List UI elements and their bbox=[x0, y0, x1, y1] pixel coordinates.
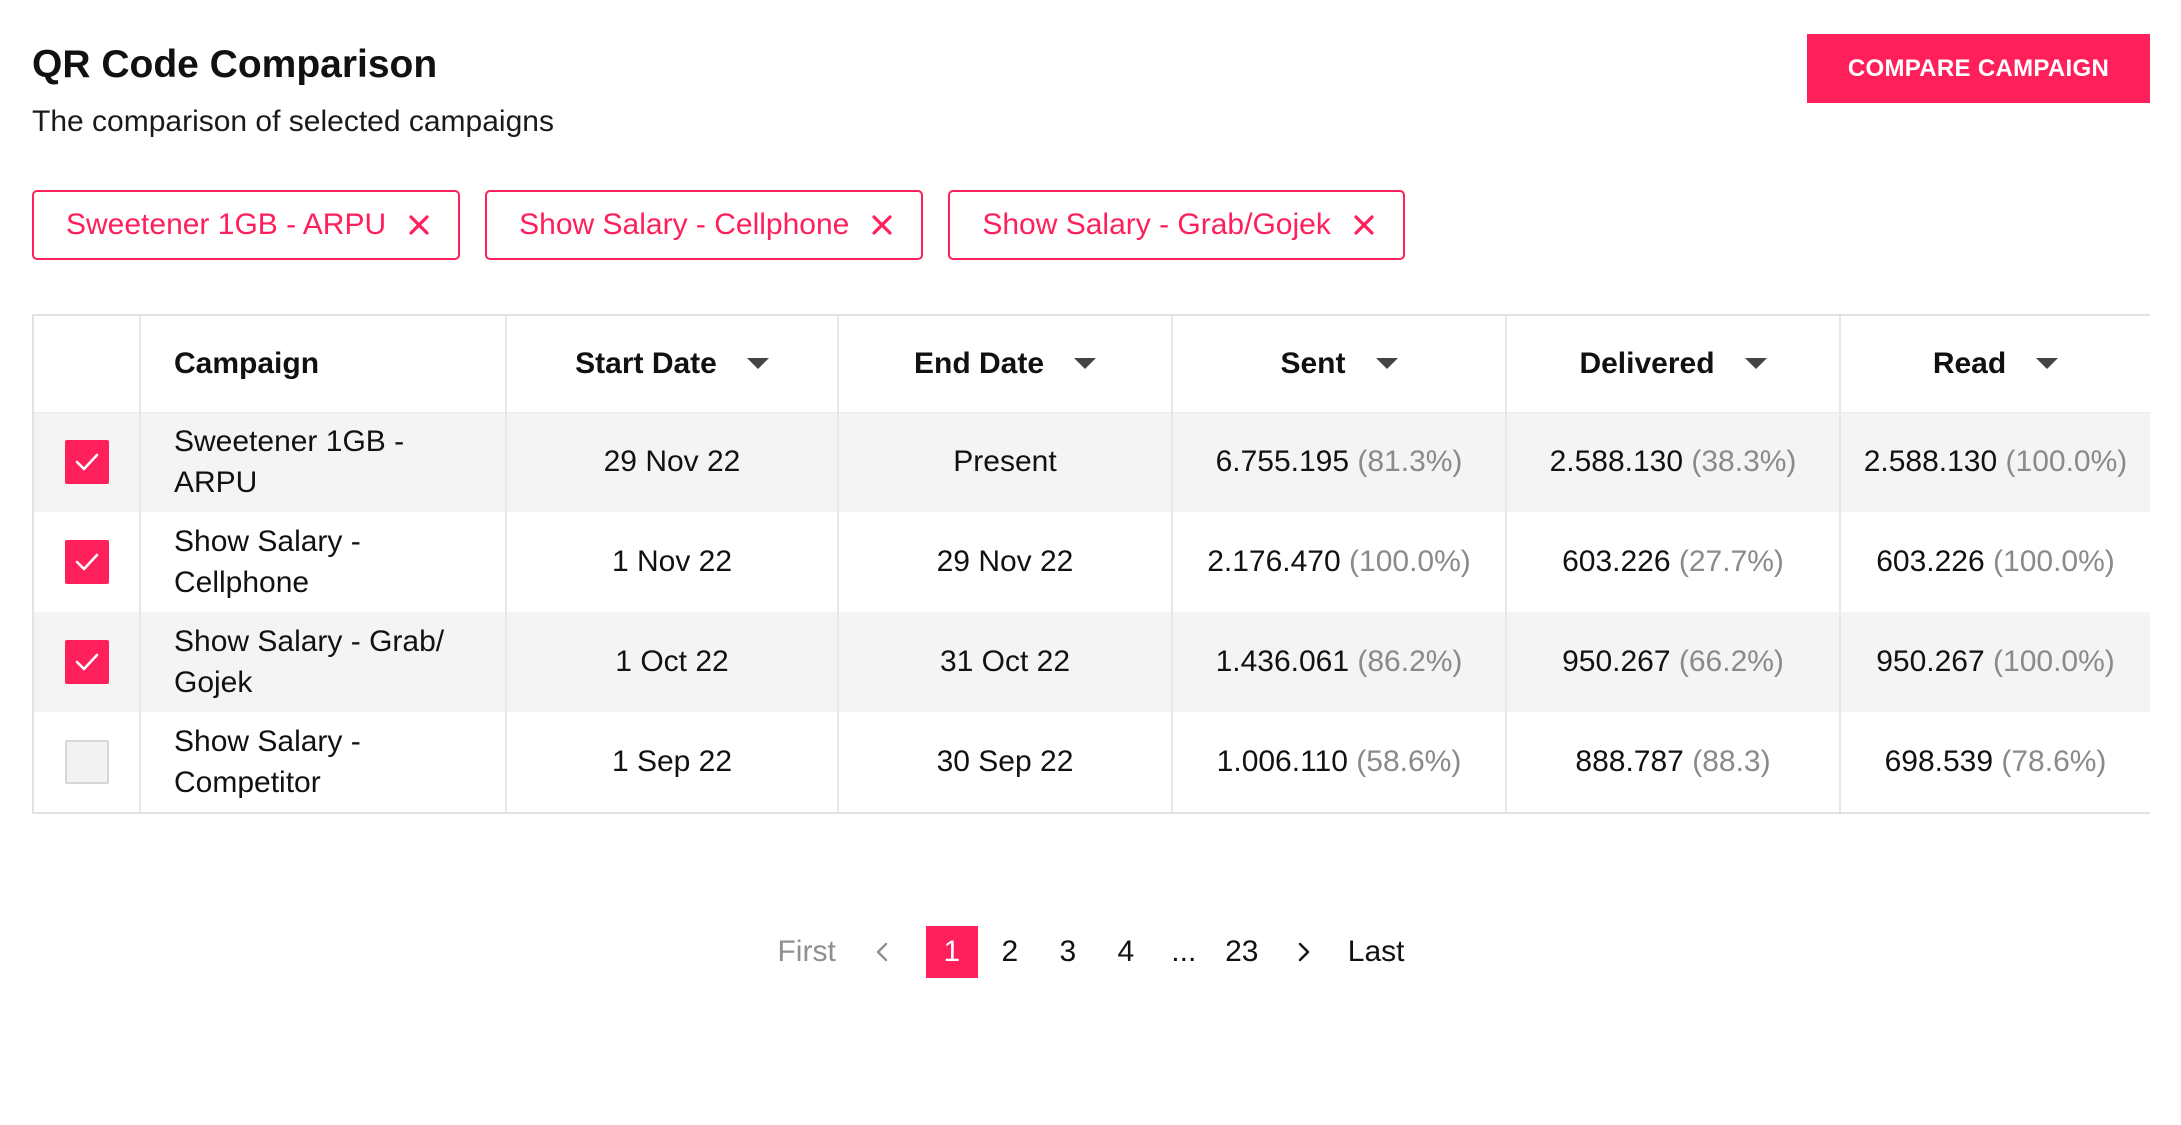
column-header-select bbox=[34, 316, 141, 413]
start-date-cell: 29 Nov 22 bbox=[506, 412, 839, 512]
sent-cell: 1.006.110 (58.6%) bbox=[1172, 712, 1507, 812]
campaign-cell: Show Salary - Cellphone bbox=[140, 512, 507, 612]
read-cell: 698.539 (78.6%) bbox=[1840, 712, 2150, 812]
sort-caret-down-icon[interactable] bbox=[1744, 358, 1767, 370]
sort-caret-down-icon[interactable] bbox=[1375, 358, 1398, 370]
pagination-page-2[interactable]: 2 bbox=[1001, 935, 1019, 968]
close-icon[interactable] bbox=[1353, 214, 1375, 236]
checkmark-icon bbox=[75, 453, 99, 471]
sort-caret-down-icon[interactable] bbox=[1074, 358, 1097, 370]
column-header-start-date[interactable]: Start Date bbox=[506, 316, 839, 413]
close-icon[interactable] bbox=[408, 214, 430, 236]
campaign-cell: Show Salary - Grab/ Gojek bbox=[140, 612, 507, 712]
chip-show-salary-cellphone: Show Salary - Cellphone bbox=[485, 190, 924, 260]
table-header-row: Campaign Start Date End Date bbox=[34, 316, 2150, 413]
column-header-sent[interactable]: Sent bbox=[1172, 316, 1507, 413]
chip-label: Sweetener 1GB - ARPU bbox=[66, 208, 387, 241]
chip-label: Show Salary - Cellphone bbox=[519, 208, 850, 241]
sent-cell: 2.176.470 (100.0%) bbox=[1172, 512, 1507, 612]
delivered-cell: 2.588.130 (38.3%) bbox=[1506, 412, 1841, 512]
row-checkbox-checked[interactable] bbox=[65, 640, 109, 684]
selected-campaign-chips: Sweetener 1GB - ARPU Show Salary - Cellp… bbox=[32, 190, 1405, 260]
page-subtitle: The comparison of selected campaigns bbox=[32, 105, 554, 138]
start-date-cell: 1 Nov 22 bbox=[506, 512, 839, 612]
row-checkbox-checked[interactable] bbox=[65, 440, 109, 485]
column-header-campaign: Campaign bbox=[140, 316, 507, 413]
start-date-cell: 1 Sep 22 bbox=[506, 712, 839, 812]
pagination-page-4[interactable]: 4 bbox=[1117, 935, 1135, 968]
column-header-delivered[interactable]: Delivered bbox=[1506, 316, 1841, 413]
column-header-end-date[interactable]: End Date bbox=[838, 316, 1173, 413]
pagination-page-23[interactable]: 23 bbox=[1225, 935, 1259, 968]
end-date-cell: Present bbox=[838, 412, 1173, 512]
pagination: First 1 2 3 4 ... 23 Last bbox=[32, 926, 2150, 978]
read-cell: 603.226 (100.0%) bbox=[1840, 512, 2150, 612]
chevron-right-icon[interactable] bbox=[1294, 926, 1314, 978]
column-header-read[interactable]: Read bbox=[1840, 316, 2150, 413]
column-header-label: Start Date bbox=[575, 346, 717, 380]
table-row[interactable]: Show Salary - Grab/ Gojek 1 Oct 22 31 Oc… bbox=[34, 612, 2150, 712]
campaign-cell: Show Salary - Competitor bbox=[140, 712, 507, 812]
table-row[interactable]: Show Salary - Cellphone 1 Nov 22 29 Nov … bbox=[34, 512, 2150, 612]
table-row[interactable]: Sweetener 1GB - ARPU 29 Nov 22 Present 6… bbox=[34, 412, 2150, 512]
sent-cell: 1.436.061 (86.2%) bbox=[1172, 612, 1507, 712]
comparison-table: Campaign Start Date End Date bbox=[32, 314, 2150, 814]
delivered-cell: 950.267 (66.2%) bbox=[1506, 612, 1841, 712]
chip-sweetener-1gb-arpu: Sweetener 1GB - ARPU bbox=[32, 190, 461, 260]
table-row[interactable]: Show Salary - Competitor 1 Sep 22 30 Sep… bbox=[34, 712, 2150, 812]
pagination-ellipsis: ... bbox=[1171, 935, 1197, 968]
column-header-label: Sent bbox=[1280, 346, 1346, 380]
read-cell: 950.267 (100.0%) bbox=[1840, 612, 2150, 712]
row-checkbox-unchecked[interactable] bbox=[65, 740, 109, 784]
pagination-page-3[interactable]: 3 bbox=[1059, 935, 1077, 968]
checkmark-icon bbox=[75, 653, 99, 671]
campaign-cell: Sweetener 1GB - ARPU bbox=[140, 412, 507, 512]
checkmark-icon bbox=[75, 553, 99, 571]
column-header-label: Read bbox=[1932, 346, 2007, 380]
sort-caret-down-icon[interactable] bbox=[2036, 358, 2059, 370]
delivered-cell: 888.787 (88.3) bbox=[1506, 712, 1841, 812]
sort-caret-down-icon[interactable] bbox=[746, 358, 769, 370]
pagination-first-link[interactable]: First bbox=[777, 935, 836, 968]
pagination-last-link[interactable]: Last bbox=[1347, 935, 1405, 968]
delivered-cell: 603.226 (27.7%) bbox=[1506, 512, 1841, 612]
column-header-label: End Date bbox=[913, 346, 1045, 380]
pagination-page-1[interactable]: 1 bbox=[925, 926, 978, 978]
chevron-left-icon[interactable] bbox=[872, 926, 892, 978]
chip-label: Show Salary - Grab/Gojek bbox=[982, 208, 1331, 241]
end-date-cell: 29 Nov 22 bbox=[838, 512, 1173, 612]
column-header-label: Delivered bbox=[1579, 346, 1715, 380]
end-date-cell: 31 Oct 22 bbox=[838, 612, 1173, 712]
start-date-cell: 1 Oct 22 bbox=[506, 612, 839, 712]
sent-cell: 6.755.195 (81.3%) bbox=[1172, 412, 1507, 512]
page-title: QR Code Comparison bbox=[32, 43, 438, 86]
compare-campaign-button[interactable]: COMPARE CAMPAIGN bbox=[1807, 34, 2150, 103]
chip-show-salary-grab-gojek: Show Salary - Grab/Gojek bbox=[948, 190, 1405, 260]
end-date-cell: 30 Sep 22 bbox=[838, 712, 1173, 812]
close-icon[interactable] bbox=[871, 214, 893, 236]
read-cell: 2.588.130 (100.0%) bbox=[1840, 412, 2150, 512]
row-checkbox-checked[interactable] bbox=[65, 540, 109, 584]
